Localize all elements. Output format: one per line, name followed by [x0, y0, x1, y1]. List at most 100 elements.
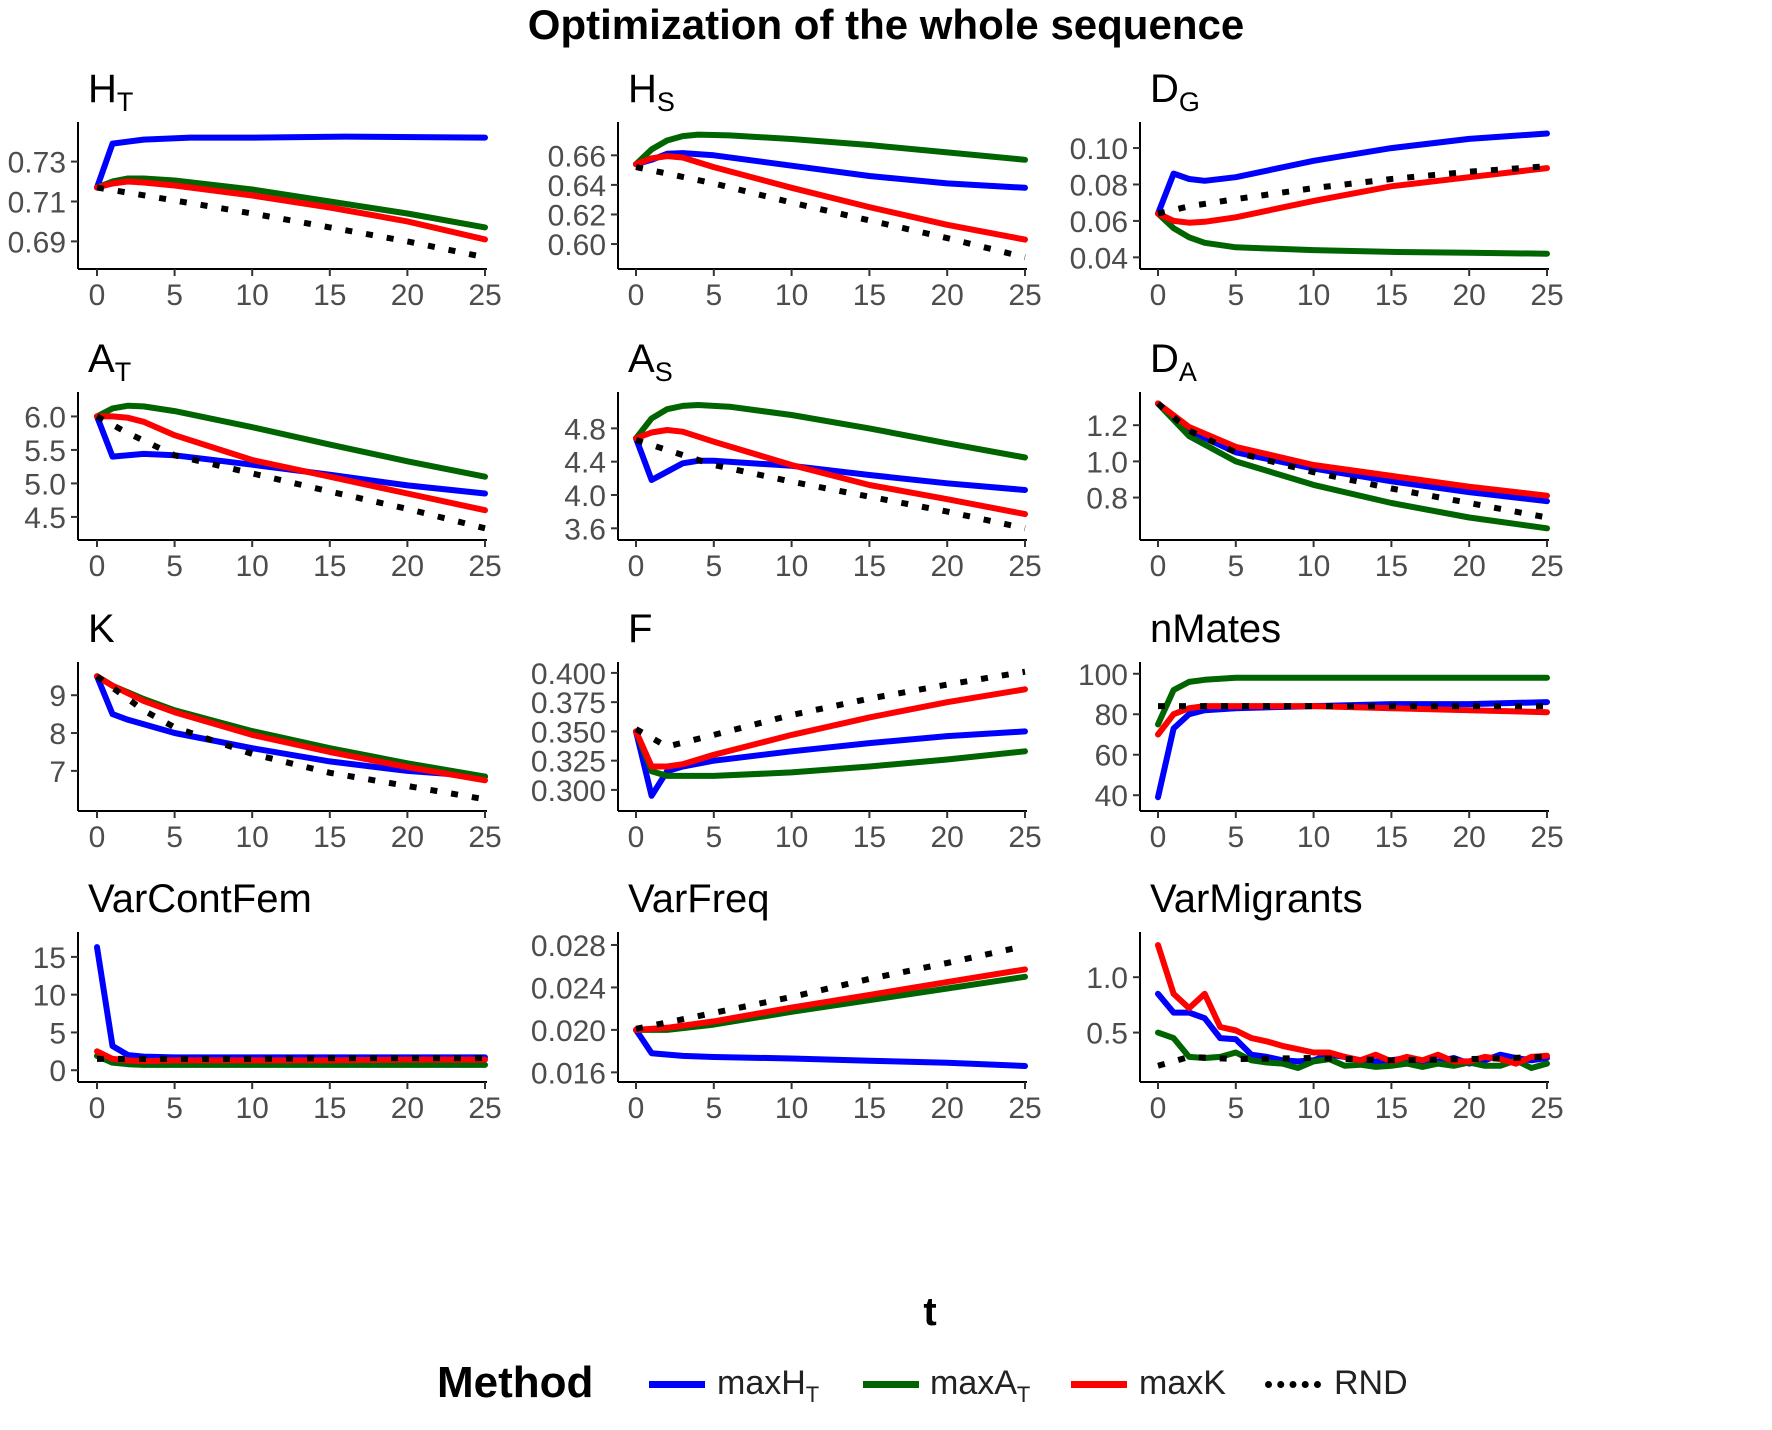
x-tick-label: 5 — [705, 279, 722, 312]
y-tick-label: 4.4 — [564, 447, 606, 480]
series-line-RND — [97, 1055, 485, 1062]
x-tick-label: 0 — [628, 550, 645, 583]
y-tick-label: 4.5 — [24, 502, 66, 535]
y-tick-label: 8 — [49, 718, 66, 751]
x-tick-label: 10 — [1297, 279, 1330, 312]
panel-title: HS — [628, 67, 675, 117]
series-line-maxHT — [1155, 130, 1550, 217]
series-line-maxAT — [1155, 400, 1550, 532]
y-tick-label: 1.2 — [1086, 410, 1128, 443]
series-line-RND — [635, 437, 1026, 532]
legend-key-maxHT — [649, 1381, 705, 1388]
legend-key-maxAT — [863, 1381, 919, 1388]
x-tick-label: 10 — [1297, 550, 1330, 583]
y-tick-label: 80 — [1095, 699, 1128, 732]
x-tick-label: 15 — [853, 1092, 886, 1125]
series-line-maxK — [633, 427, 1028, 518]
legend-label-maxAT: maxAT — [930, 1364, 1031, 1407]
x-tick-label: 15 — [1375, 550, 1408, 583]
series-line-maxAT — [1155, 674, 1550, 728]
panel-6: K 0 5 10 15 20 25 7 8 9 — [49, 607, 501, 854]
panel-2: DG 0 5 10 15 20 25 0.040.06 0.080.10 — [1070, 67, 1564, 312]
x-tick-label: 20 — [1453, 279, 1486, 312]
x-tick-label: 0 — [89, 1092, 106, 1125]
x-tick-label: 25 — [1530, 279, 1563, 312]
y-tick-label: 40 — [1095, 780, 1128, 813]
x-tick-label: 0 — [89, 279, 106, 312]
x-tick-label: 15 — [1375, 821, 1408, 854]
y-tick-label: 0.375 — [531, 687, 606, 720]
x-tick-label: 5 — [705, 821, 722, 854]
y-tick-label: 0.60 — [548, 229, 606, 262]
series-line-maxAT — [633, 728, 1028, 779]
x-tick-label: 20 — [931, 1092, 964, 1125]
x-tick-label: 10 — [1297, 1092, 1330, 1125]
x-tick-label: 5 — [1227, 1092, 1244, 1125]
x-tick-label: 10 — [775, 1092, 808, 1125]
y-tick-label: 9 — [49, 680, 66, 713]
panel-1: HS 0 5 10 15 20 25 0.600.620.640.66 — [548, 67, 1042, 312]
x-tick-label: 15 — [1375, 1092, 1408, 1125]
y-tick-label: 5 — [49, 1017, 66, 1050]
y-tick-label: 0.300 — [531, 775, 606, 808]
x-tick-label: 0 — [1150, 550, 1167, 583]
x-tick-label: 15 — [313, 279, 346, 312]
series-line-maxHT — [633, 435, 1028, 493]
panel-title: AS — [628, 337, 673, 387]
x-tick-label: 15 — [313, 821, 346, 854]
panel-8: nMates 0 5 10 15 20 25 40 60 80 100 — [1078, 607, 1564, 854]
series-line-maxHT — [633, 1026, 1028, 1069]
panel-title: HT — [88, 67, 133, 117]
y-tick-label: 1.0 — [1086, 962, 1128, 995]
y-tick-label: 0.66 — [548, 140, 606, 173]
x-tick-label: 10 — [236, 550, 269, 583]
series-line-maxK — [94, 1048, 488, 1065]
y-tick-label: 0.325 — [531, 746, 606, 779]
y-tick-label: 5.0 — [24, 468, 66, 501]
x-tick-label: 25 — [1008, 1092, 1041, 1125]
series-line-RND — [635, 943, 1026, 1032]
legend: Method maxHT maxAT maxK RND — [0, 1348, 1772, 1418]
series-line-maxK — [94, 413, 488, 514]
series-line-maxHT — [94, 673, 488, 780]
series-line-maxAT — [633, 402, 1028, 461]
panel-10: VarFreq 0 5 10 15 20 25 0.016 0.020 0.024 0.028 — [531, 877, 1042, 1125]
panel-title: K — [88, 607, 115, 651]
series-line-maxAT — [94, 402, 488, 480]
series-line-maxK — [633, 966, 1028, 1033]
x-tick-label: 5 — [1227, 550, 1244, 583]
y-tick-label: 100 — [1078, 659, 1128, 692]
y-tick-label: 4.0 — [564, 480, 606, 513]
series-line-maxK — [633, 153, 1028, 243]
series-line-maxK — [1155, 165, 1550, 226]
y-tick-label: 10 — [33, 980, 66, 1013]
series-line-maxHT — [633, 728, 1028, 799]
y-tick-label: 0.8 — [1086, 483, 1128, 516]
series-line-maxHT — [94, 133, 488, 191]
x-tick-label: 20 — [1453, 1092, 1486, 1125]
series-line-maxAT — [1155, 210, 1550, 257]
x-tick-label: 15 — [853, 279, 886, 312]
panel-4: AS 0 5 10 15 20 25 3.64.04.44.8 — [564, 337, 1041, 583]
x-tick-label: 15 — [313, 1092, 346, 1125]
series-line-maxK — [633, 686, 1028, 770]
y-tick-label: 1.0 — [1086, 446, 1128, 479]
x-tick-label: 5 — [166, 279, 183, 312]
x-tick-label: 15 — [1375, 279, 1408, 312]
main-title: Optimization of the whole sequence — [527, 1, 1245, 48]
x-tick-label: 5 — [705, 550, 722, 583]
x-tick-label: 0 — [1150, 821, 1167, 854]
x-tick-label: 15 — [853, 821, 886, 854]
x-tick-label: 5 — [705, 1092, 722, 1125]
x-tick-label: 25 — [468, 821, 501, 854]
series-line-maxK — [1155, 703, 1550, 738]
x-tick-label: 10 — [236, 279, 269, 312]
legend-title: Method — [437, 1358, 594, 1407]
series-line-maxAT — [633, 131, 1028, 168]
x-tick-label: 20 — [391, 1092, 424, 1125]
series-line-maxHT — [1155, 990, 1550, 1067]
x-tick-label: 10 — [236, 1092, 269, 1125]
panel-3: AT 0 5 10 15 20 25 4.55.05.56.0 — [24, 337, 501, 583]
x-tick-label: 0 — [628, 821, 645, 854]
